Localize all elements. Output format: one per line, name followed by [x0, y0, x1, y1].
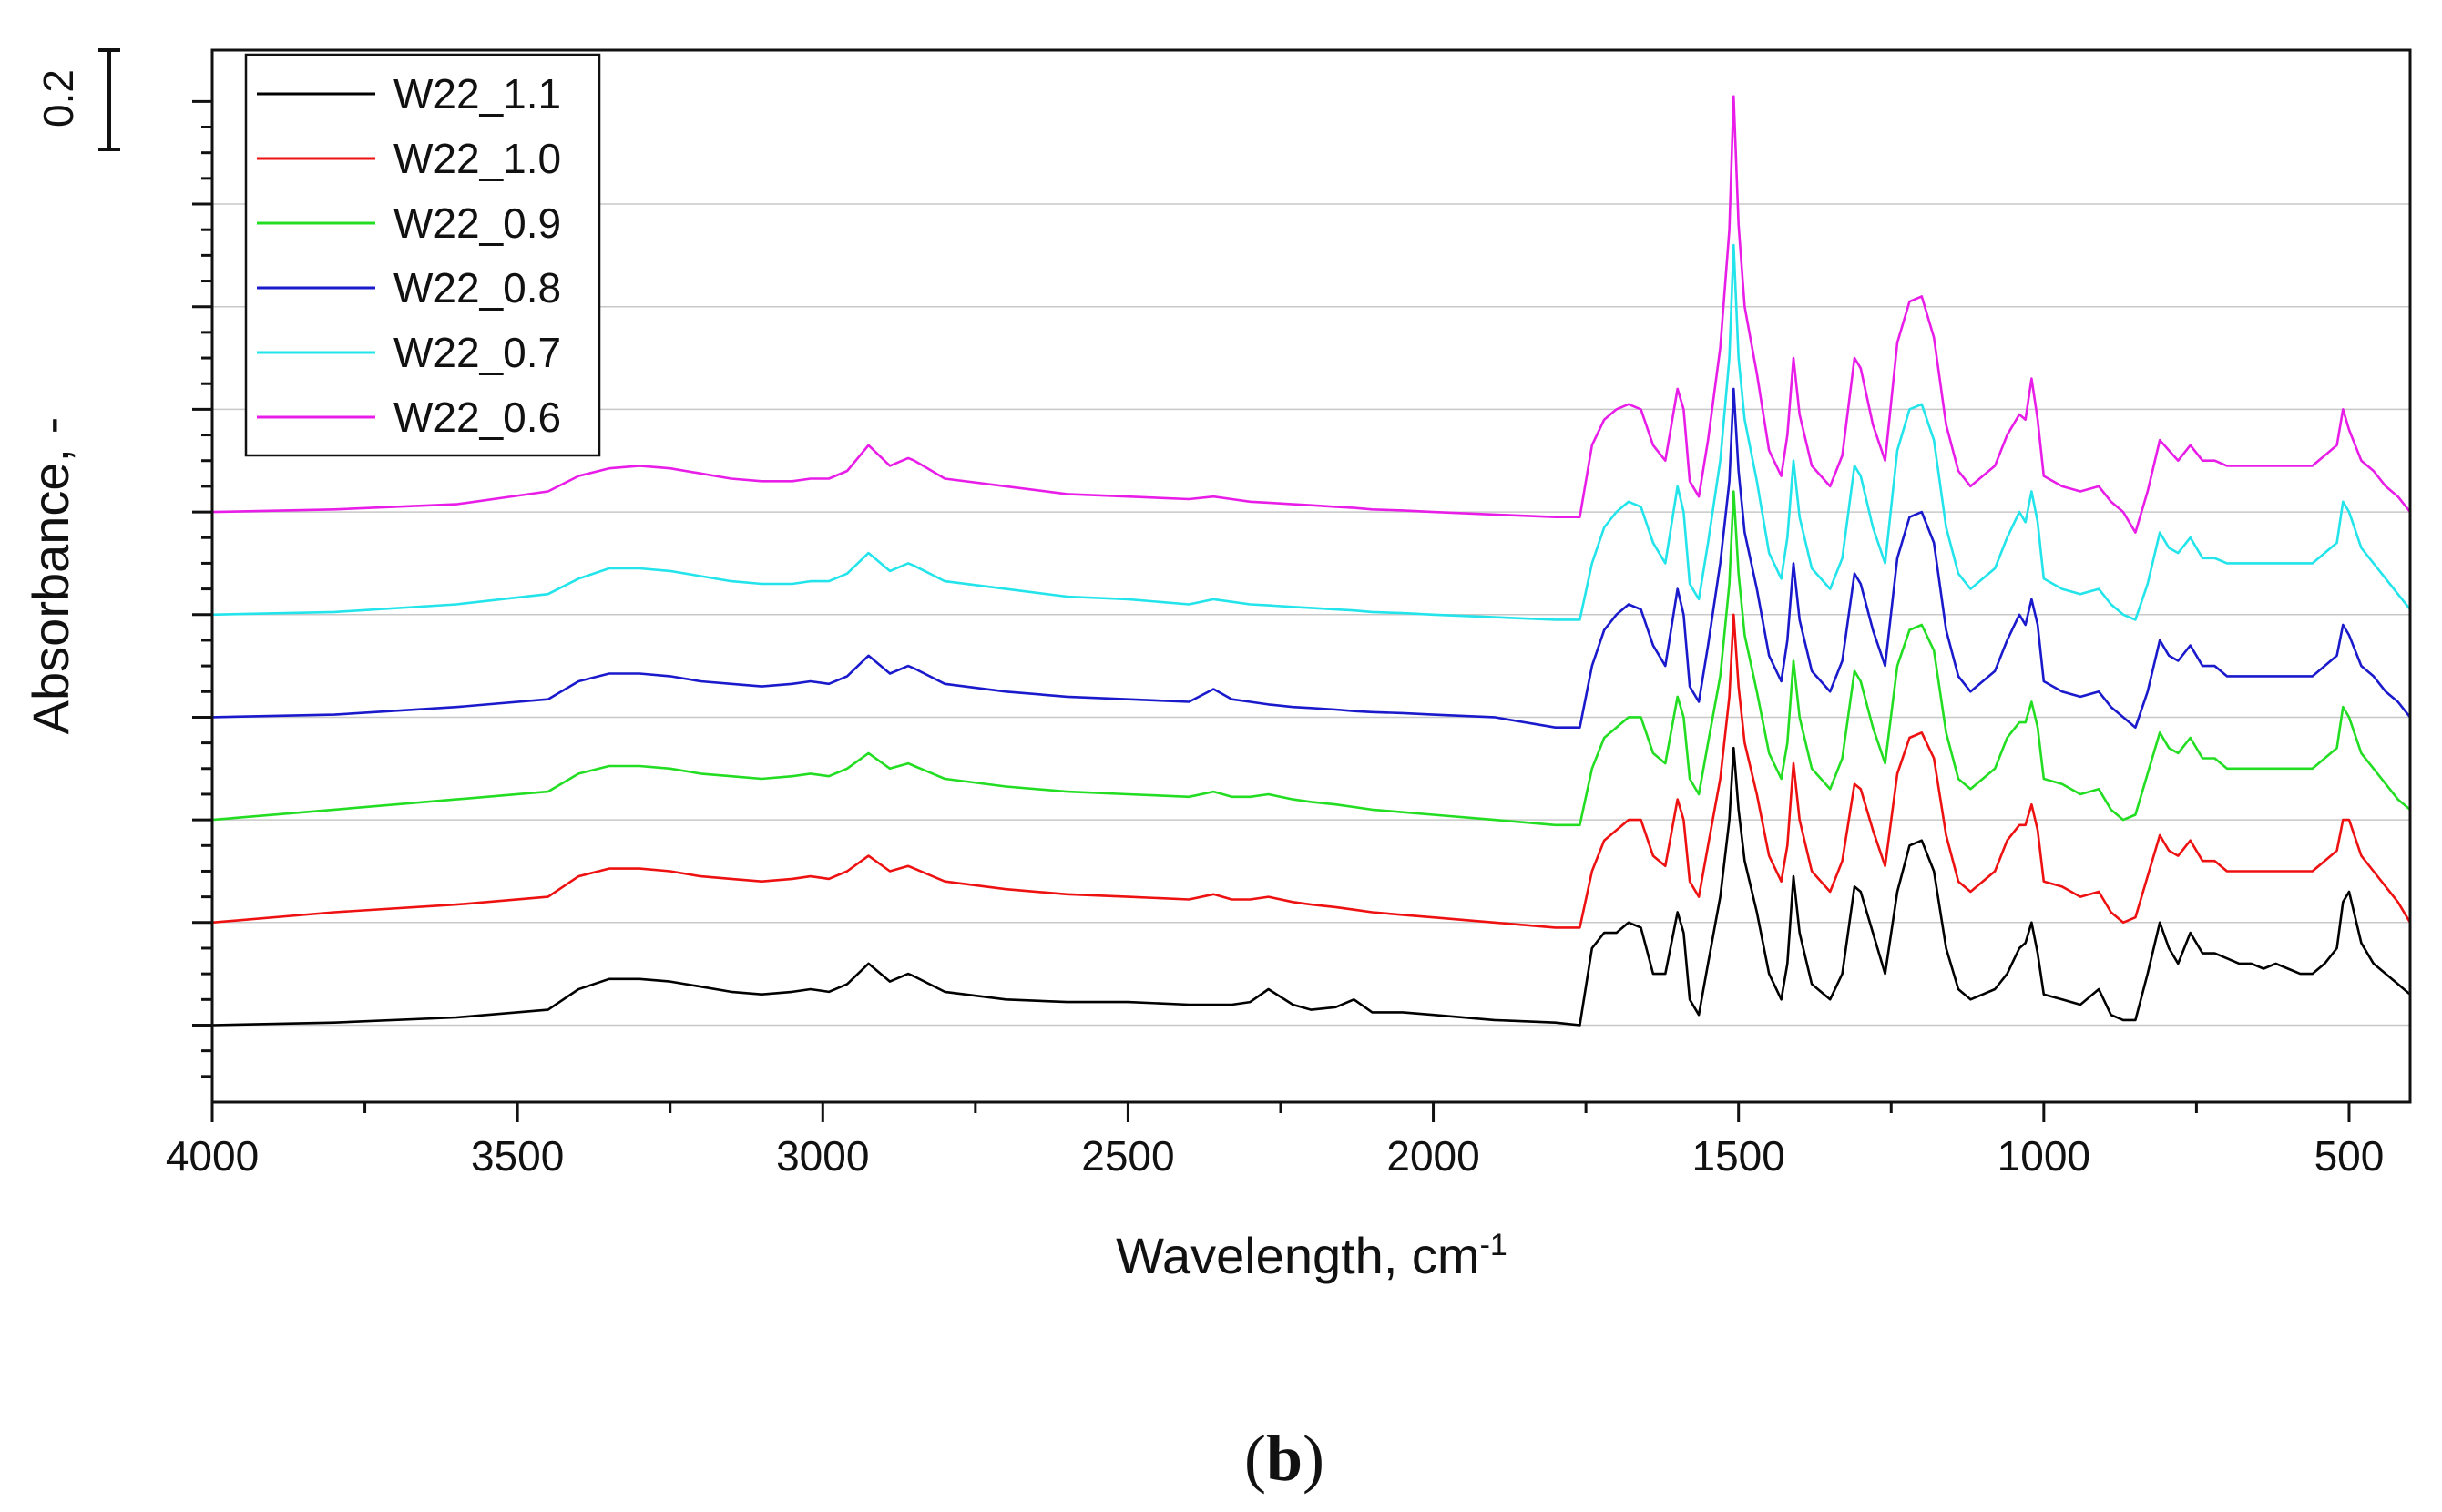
legend-label-4: W22_0.7: [393, 329, 561, 376]
x-tick-label-1: 3500: [471, 1132, 564, 1180]
legend-label-3: W22_0.8: [393, 264, 561, 312]
legend-label-2: W22_0.9: [393, 199, 561, 247]
series-line-W22-0-6: [211, 95, 2412, 534]
x-axis-title-superscript: -1: [1480, 1228, 1507, 1262]
x-tick-label-4: 2000: [1386, 1132, 1479, 1180]
legend-label-0: W22_1.1: [393, 70, 561, 117]
scale-bar-label: 0.2: [35, 69, 82, 128]
x-tick-label-2: 3000: [776, 1132, 869, 1180]
series-line-W22-0-8: [211, 387, 2412, 730]
series-line-W22-0-9: [211, 490, 2411, 827]
panel-label-letter: b: [1266, 1422, 1303, 1495]
series-line-W22-1-1: [211, 746, 2411, 1027]
legend-label-5: W22_0.6: [393, 393, 561, 441]
panel-label: (b): [1244, 1422, 1324, 1495]
plot-frame: [210, 48, 2412, 1104]
x-tick-label-0: 4000: [166, 1132, 259, 1180]
x-axis-title: Wavelength, cm-1: [1116, 1227, 1507, 1284]
x-tick-label-3: 2500: [1081, 1132, 1174, 1180]
legend-label-1: W22_1.0: [393, 135, 561, 182]
legend-box: [244, 53, 601, 457]
scale-bar: 0.2: [35, 48, 120, 151]
spectra-lines: [211, 95, 2412, 1027]
x-tick-label-5: 1500: [1692, 1132, 1785, 1180]
y-axis-title: Absorbance, -: [22, 417, 79, 735]
series-line-W22-0-7: [211, 243, 2412, 621]
x-axis-ticks: 4000 3500 3000 2500 2000 1500 1000 500: [166, 1102, 2385, 1180]
y-axis-ticks: [192, 99, 212, 1078]
legend: W22_1.1 W22_1.0 W22_0.9 W22_0.8 W22_0.7 W22_0…: [244, 53, 601, 457]
x-tick-label-6: 1000: [1998, 1132, 2090, 1180]
x-tick-label-7: 500: [2314, 1132, 2385, 1180]
series-line-W22-1-0: [211, 613, 2412, 929]
x-axis-title-main: Wavelength, cm: [1116, 1227, 1479, 1284]
